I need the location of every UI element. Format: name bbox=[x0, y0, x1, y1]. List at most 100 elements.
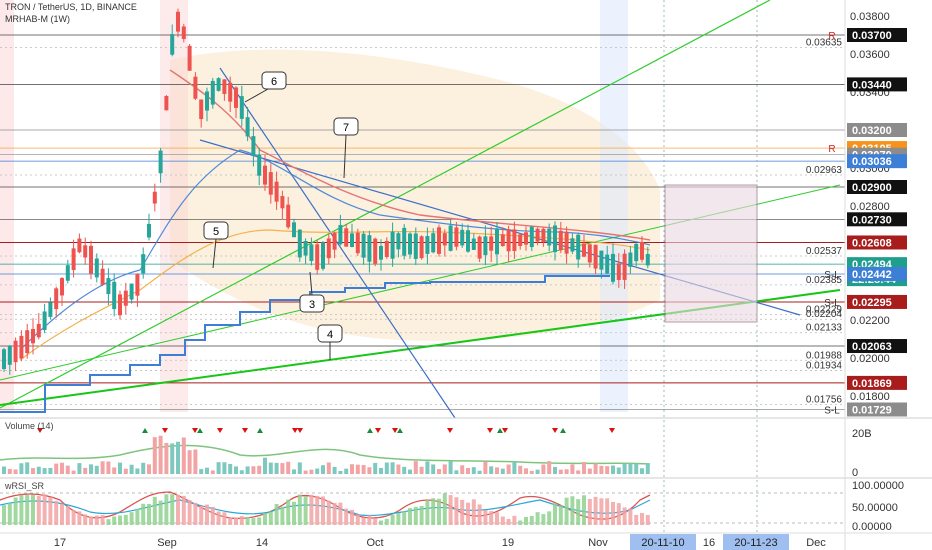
price-tag-label: 0.03200 bbox=[852, 125, 892, 137]
rsi-bar bbox=[228, 517, 233, 525]
volume-bar bbox=[373, 462, 378, 474]
price-tag[interactable] bbox=[847, 402, 907, 417]
volume-bar bbox=[19, 463, 24, 474]
candle-body bbox=[402, 227, 407, 256]
volume-bar bbox=[228, 463, 233, 474]
volume-bar bbox=[437, 469, 441, 474]
rsi-bar bbox=[437, 498, 441, 525]
candle-body bbox=[199, 99, 204, 120]
volume-bar bbox=[251, 466, 256, 474]
price-tag[interactable] bbox=[847, 339, 907, 354]
annotation-label: 6 bbox=[271, 76, 277, 88]
level-label: 0.02204 bbox=[806, 309, 843, 320]
candle-body bbox=[274, 181, 279, 202]
annotation-label: 3 bbox=[309, 299, 315, 311]
rsi-axis-tick: 50.00000 bbox=[852, 502, 898, 514]
annotation-4[interactable]: 4 bbox=[317, 324, 343, 360]
candle-body bbox=[616, 263, 621, 280]
volume-bar bbox=[181, 437, 186, 474]
level-label: 0.03635 bbox=[806, 37, 843, 48]
candle-body bbox=[460, 229, 465, 246]
volume-bar bbox=[48, 467, 53, 474]
price-tag[interactable] bbox=[847, 180, 907, 194]
candle-body bbox=[60, 278, 64, 296]
rsi-bar bbox=[483, 510, 488, 525]
rsi-bar bbox=[222, 512, 227, 525]
volume-bar bbox=[89, 464, 93, 474]
trendline-green[interactable] bbox=[0, 0, 771, 409]
volume-bar bbox=[587, 468, 592, 474]
chart-title[interactable]: TRON / TetherUS, 1D, BINANCE bbox=[5, 2, 137, 12]
candle-body bbox=[593, 244, 598, 269]
volume-bar bbox=[83, 467, 88, 474]
level-label: 0.02229 bbox=[806, 304, 843, 315]
volume-down-arrow bbox=[192, 428, 198, 433]
volume-bar bbox=[350, 464, 354, 474]
annotation-5[interactable]: 5 bbox=[203, 221, 229, 269]
price-tag[interactable] bbox=[847, 123, 907, 137]
volume-bar bbox=[158, 435, 163, 474]
volume-bar bbox=[367, 467, 372, 474]
price-tag[interactable] bbox=[847, 212, 907, 227]
rsi-bar bbox=[471, 499, 476, 525]
price-tag[interactable] bbox=[847, 267, 907, 282]
time-highlight-left[interactable] bbox=[630, 534, 696, 550]
volume-down-arrow bbox=[375, 428, 381, 433]
price-tag[interactable] bbox=[847, 77, 907, 92]
price-tag[interactable] bbox=[847, 375, 907, 390]
candle-body bbox=[483, 236, 488, 256]
time-highlight-right[interactable] bbox=[723, 534, 789, 550]
price-tag-label: 0.03440 bbox=[852, 79, 892, 91]
volume-bar bbox=[622, 463, 627, 474]
volume-bar bbox=[489, 466, 494, 474]
volume-bar bbox=[303, 470, 308, 474]
candle-body bbox=[477, 236, 482, 259]
volume-bar bbox=[164, 442, 169, 474]
candle-body bbox=[176, 11, 180, 32]
rsi-bar bbox=[326, 500, 331, 525]
annotation-3[interactable]: 3 bbox=[299, 271, 325, 313]
candle-body bbox=[135, 274, 140, 296]
trendline-blue[interactable] bbox=[219, 67, 456, 419]
price-tag-label: 0.03700 bbox=[852, 30, 892, 42]
rsi-bar bbox=[466, 502, 470, 525]
level-marker: R bbox=[828, 31, 835, 42]
price-tag[interactable] bbox=[847, 235, 907, 250]
price-axis[interactable]: 0.038000.036000.034000.032000.030000.028… bbox=[806, 11, 907, 417]
price-tag[interactable] bbox=[847, 28, 907, 42]
annotation-6[interactable]: 6 bbox=[244, 71, 287, 103]
indicator-label[interactable]: MRHAB-M (1W) bbox=[5, 14, 70, 24]
rsi-bar bbox=[315, 495, 320, 525]
candle-body bbox=[587, 244, 592, 263]
candle-body bbox=[181, 26, 186, 39]
volume-bar bbox=[564, 469, 569, 474]
volume-bar bbox=[460, 465, 465, 474]
price-tag[interactable] bbox=[847, 154, 907, 169]
price-tag-label: 0.02900 bbox=[852, 182, 892, 194]
highlight-zone bbox=[160, 0, 188, 412]
candle-body bbox=[106, 278, 111, 295]
candle-body bbox=[355, 232, 360, 254]
candle-body bbox=[141, 254, 146, 274]
volume-down-arrow bbox=[242, 428, 248, 433]
projection-box[interactable] bbox=[664, 184, 758, 323]
candle-body bbox=[419, 236, 424, 259]
volume-bar bbox=[402, 466, 407, 474]
candle-body bbox=[518, 234, 523, 246]
volume-bar bbox=[286, 461, 291, 474]
volume-axis-tick: 0 bbox=[852, 467, 858, 479]
volume-bar bbox=[315, 468, 320, 474]
candle-body bbox=[437, 227, 441, 254]
volume-bar bbox=[570, 464, 575, 474]
annotation-7[interactable]: 7 bbox=[333, 117, 359, 179]
volume-bar bbox=[390, 462, 395, 474]
candle-body bbox=[94, 258, 99, 278]
level-label: 0.01988 bbox=[806, 350, 843, 361]
price-tag[interactable] bbox=[847, 294, 907, 309]
stepped-support-line bbox=[0, 275, 610, 413]
volume-bar bbox=[170, 443, 175, 474]
rsi-bar bbox=[147, 503, 151, 525]
candle-body bbox=[628, 252, 633, 267]
annotation-label: 7 bbox=[343, 122, 349, 134]
